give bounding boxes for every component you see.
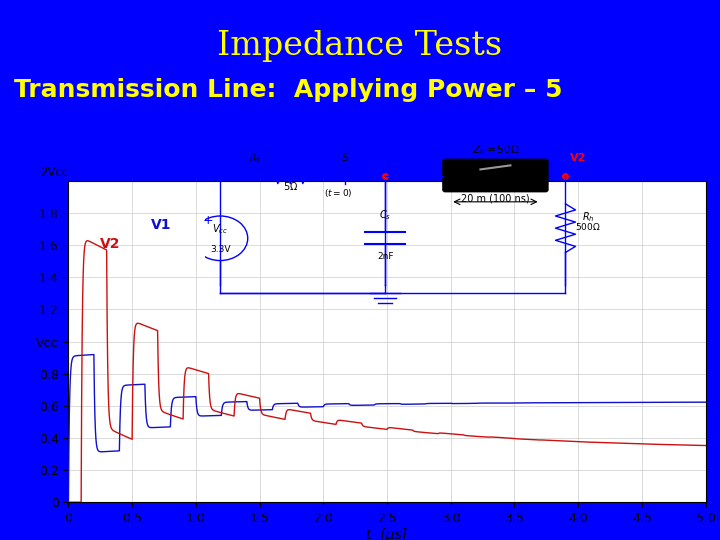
FancyBboxPatch shape xyxy=(443,159,548,192)
Text: Transmission Line:  Applying Power – 5: Transmission Line: Applying Power – 5 xyxy=(14,78,563,102)
Text: 20 m (100 ns): 20 m (100 ns) xyxy=(461,194,530,204)
Text: $R_s$: $R_s$ xyxy=(249,151,261,165)
Text: $500\Omega$: $500\Omega$ xyxy=(575,221,600,232)
Text: 3.3V: 3.3V xyxy=(210,246,230,254)
Text: V1: V1 xyxy=(390,161,406,171)
Text: 2Vcc: 2Vcc xyxy=(40,166,68,179)
Text: $(t=0)$: $(t=0)$ xyxy=(323,187,352,199)
Text: $C_s$: $C_s$ xyxy=(379,208,392,222)
Text: V2: V2 xyxy=(100,238,121,252)
Text: Impedance Tests: Impedance Tests xyxy=(217,30,503,62)
Text: $R_h$: $R_h$ xyxy=(582,210,594,224)
Text: $V_{cc}$: $V_{cc}$ xyxy=(212,222,228,236)
X-axis label: t  [μs]: t [μs] xyxy=(366,528,408,540)
Text: S: S xyxy=(342,153,349,163)
Text: $Z_0 = 50\Omega$: $Z_0 = 50\Omega$ xyxy=(472,143,519,157)
Text: $5\Omega$: $5\Omega$ xyxy=(283,180,298,192)
Text: V2: V2 xyxy=(570,153,586,163)
Text: 2nF: 2nF xyxy=(377,252,394,260)
Text: $+$: $+$ xyxy=(202,214,213,227)
Text: V1: V1 xyxy=(151,218,172,232)
